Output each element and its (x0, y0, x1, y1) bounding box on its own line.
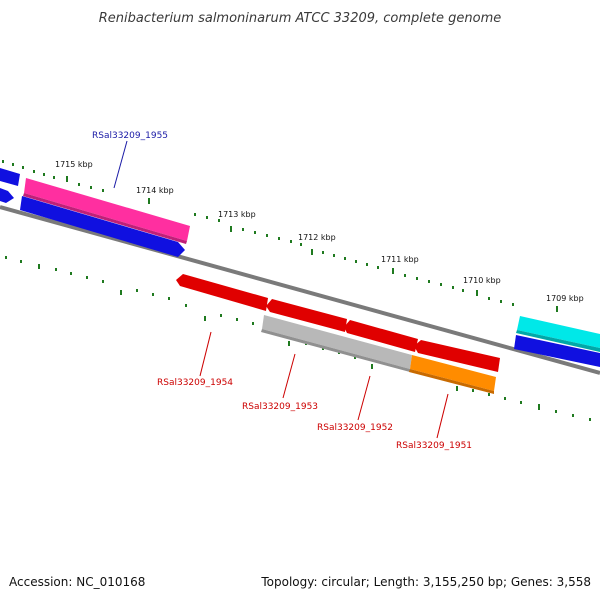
gene-rsal33209-1955-shade (23, 193, 187, 244)
gene-forward-blue[interactable] (20, 196, 185, 257)
scale-label: 1712 kbp (298, 233, 336, 242)
forward-strand-genes (0, 168, 600, 367)
scale-label: 1714 kbp (136, 186, 174, 195)
genome-backbone (0, 205, 600, 375)
leader-1952 (357, 375, 371, 421)
scale-label: 1710 kbp (463, 276, 501, 285)
leader-1951 (436, 393, 449, 439)
gene-rsal33209-1951-red[interactable] (414, 340, 500, 372)
gene-labels: RSal33209_1955 RSal33209_1954 RSal33209_… (92, 131, 472, 451)
leader-1954 (199, 331, 212, 377)
gene-rsal33209-1952[interactable] (344, 320, 418, 352)
gene-rsal33209-1951[interactable] (410, 355, 496, 391)
reverse-strand-genes (176, 274, 500, 394)
scale-labels: 1715 kbp 1714 kbp 1713 kbp 1712 kbp 1711… (55, 160, 584, 303)
gene-label-1952[interactable]: RSal33209_1952 (317, 423, 393, 433)
gene-forward-cyan-shade (516, 330, 600, 352)
label-leaders (113, 140, 449, 439)
gene-label-1953[interactable]: RSal33209_1953 (242, 402, 318, 412)
scale-label: 1713 kbp (218, 210, 256, 219)
gene-rsal33209-1954[interactable] (176, 274, 268, 311)
scale-label: 1715 kbp (55, 160, 93, 169)
gene-forward-blue-right[interactable] (514, 335, 600, 367)
gene-rsal33209-1953-red[interactable] (266, 299, 347, 332)
outer-scale-ring (2, 160, 558, 312)
gene-forward-cyan[interactable] (517, 316, 600, 348)
leader-1955 (113, 140, 128, 189)
scale-label: 1709 kbp (546, 294, 584, 303)
gene-rsal33209-1953[interactable] (262, 315, 412, 369)
gene-rsal33209-1951-shade (409, 369, 494, 394)
gene-forward-left-small[interactable] (0, 188, 14, 203)
leader-1953 (282, 353, 296, 399)
gene-rsal33209-1955[interactable] (24, 178, 190, 241)
scale-label: 1711 kbp (381, 255, 419, 264)
gene-label-1951[interactable]: RSal33209_1951 (396, 441, 472, 451)
genome-title: Renibacterium salmoninarum ATCC 33209, c… (99, 11, 502, 26)
topology-text: Topology: circular; Length: 3,155,250 bp… (260, 575, 591, 589)
gene-label-1954[interactable]: RSal33209_1954 (157, 378, 233, 388)
accession-text: Accession: NC_010168 (9, 575, 145, 589)
gene-forward-left[interactable] (0, 168, 20, 186)
inner-scale-ring (5, 256, 591, 421)
gene-rsal33209-1953-shade (261, 329, 410, 372)
gene-label-1955[interactable]: RSal33209_1955 (92, 131, 168, 141)
